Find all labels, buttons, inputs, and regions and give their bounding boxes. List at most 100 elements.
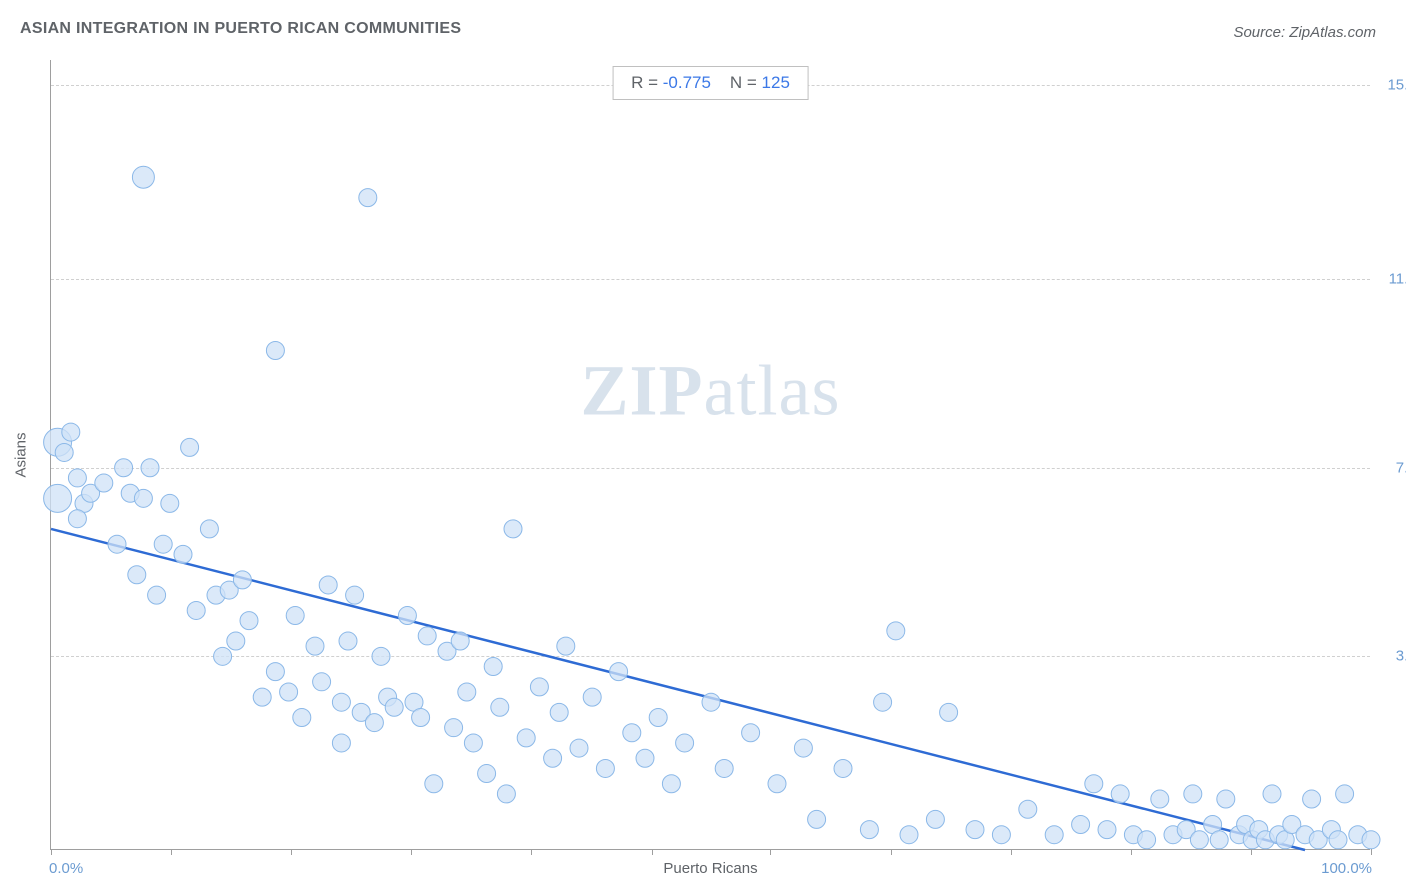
data-point (332, 693, 350, 711)
data-point (187, 601, 205, 619)
data-point (1210, 831, 1228, 849)
data-point (596, 759, 614, 777)
data-point (1098, 821, 1116, 839)
data-point (418, 627, 436, 645)
r-value: -0.775 (663, 73, 711, 92)
stats-box: R = -0.775 N = 125 (612, 66, 809, 100)
data-point (491, 698, 509, 716)
data-point (68, 510, 86, 528)
n-value: 125 (762, 73, 790, 92)
data-point (306, 637, 324, 655)
x-tick (51, 849, 52, 855)
data-point (161, 494, 179, 512)
data-point (227, 632, 245, 650)
y-tick-label: 11.2% (1375, 271, 1406, 288)
data-point (484, 658, 502, 676)
x-tick (411, 849, 412, 855)
data-point (148, 586, 166, 604)
data-point (662, 775, 680, 793)
data-point (1329, 831, 1347, 849)
data-point (1217, 790, 1235, 808)
data-point (794, 739, 812, 757)
data-point (649, 708, 667, 726)
data-point (233, 571, 251, 589)
data-point (834, 759, 852, 777)
x-tick (171, 849, 172, 855)
data-point (425, 775, 443, 793)
data-point (966, 821, 984, 839)
data-point (346, 586, 364, 604)
data-point (808, 810, 826, 828)
x-tick (1251, 849, 1252, 855)
y-tick-label: 15.0% (1375, 77, 1406, 94)
data-point (676, 734, 694, 752)
r-label: R = (631, 73, 658, 92)
x-tick (531, 849, 532, 855)
x-tick (1131, 849, 1132, 855)
data-point (95, 474, 113, 492)
x-axis-title: Puerto Ricans (663, 860, 757, 877)
data-point (715, 759, 733, 777)
data-point (623, 724, 641, 742)
data-point (1184, 785, 1202, 803)
x-tick (770, 849, 771, 855)
data-point (154, 535, 172, 553)
data-point (141, 459, 159, 477)
data-point (174, 545, 192, 563)
data-point (464, 734, 482, 752)
data-point (214, 647, 232, 665)
data-point (557, 637, 575, 655)
x-tick (291, 849, 292, 855)
data-point (319, 576, 337, 594)
data-point (458, 683, 476, 701)
data-point (1138, 831, 1156, 849)
data-point (1303, 790, 1321, 808)
data-point (240, 612, 258, 630)
data-point (900, 826, 918, 844)
data-point (286, 607, 304, 625)
data-point (372, 647, 390, 665)
data-point (1263, 785, 1281, 803)
data-point (544, 749, 562, 767)
data-point (702, 693, 720, 711)
data-point (610, 663, 628, 681)
data-point (359, 189, 377, 207)
y-axis-title: Asians (13, 432, 30, 477)
data-point (1362, 831, 1380, 849)
data-point (44, 484, 72, 512)
data-point (55, 443, 73, 461)
x-tick (1011, 849, 1012, 855)
data-point (860, 821, 878, 839)
data-point (768, 775, 786, 793)
data-point (253, 688, 271, 706)
data-point (1111, 785, 1129, 803)
data-point (339, 632, 357, 650)
x-axis-min-label: 0.0% (49, 860, 83, 877)
data-point (200, 520, 218, 538)
data-point (62, 423, 80, 441)
data-point (412, 708, 430, 726)
x-axis-max-label: 100.0% (1321, 860, 1372, 877)
data-point (115, 459, 133, 477)
data-point (108, 535, 126, 553)
data-point (398, 607, 416, 625)
data-point (1045, 826, 1063, 844)
data-point (570, 739, 588, 757)
data-point (332, 734, 350, 752)
data-point (1085, 775, 1103, 793)
data-point (742, 724, 760, 742)
chart-area: ZIPatlas 3.8%7.5%11.2%15.0% R = -0.775 N… (50, 60, 1370, 850)
y-tick-label: 7.5% (1375, 459, 1406, 476)
data-point (385, 698, 403, 716)
data-point (134, 489, 152, 507)
data-point (266, 342, 284, 360)
data-point (517, 729, 535, 747)
data-point (132, 166, 154, 188)
data-point (451, 632, 469, 650)
data-point (550, 703, 568, 721)
data-point (280, 683, 298, 701)
data-point (1072, 816, 1090, 834)
data-point (445, 719, 463, 737)
data-point (530, 678, 548, 696)
data-point (181, 438, 199, 456)
